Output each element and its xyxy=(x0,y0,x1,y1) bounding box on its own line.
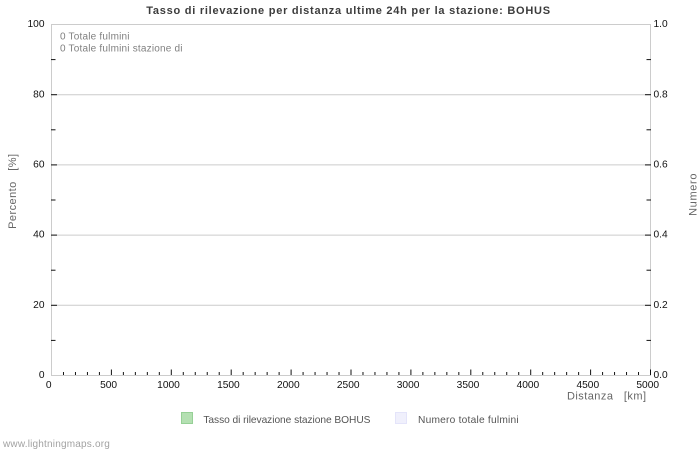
svg-text:3000: 3000 xyxy=(397,380,420,391)
svg-text:0.0: 0.0 xyxy=(654,370,668,381)
svg-text:0.2: 0.2 xyxy=(654,300,668,311)
svg-text:Tasso di rilevazione stazione: Tasso di rilevazione stazione BOHUS xyxy=(203,415,370,426)
svg-text:0.6: 0.6 xyxy=(654,160,668,171)
svg-text:Distanza [km]: Distanza [km] xyxy=(567,391,647,403)
svg-text:0.4: 0.4 xyxy=(654,230,668,241)
svg-text:100: 100 xyxy=(28,19,45,30)
svg-text:60: 60 xyxy=(33,160,45,171)
svg-text:4500: 4500 xyxy=(576,380,599,391)
svg-text:500: 500 xyxy=(100,380,117,391)
svg-text:4000: 4000 xyxy=(517,380,540,391)
svg-text:Numero: Numero xyxy=(688,173,700,216)
svg-text:0: 0 xyxy=(39,370,45,381)
svg-text:2000: 2000 xyxy=(277,380,300,391)
svg-text:Percento [%]: Percento [%] xyxy=(7,154,19,229)
svg-text:0 Totale fulmini: 0 Totale fulmini xyxy=(60,31,130,42)
svg-text:80: 80 xyxy=(33,89,45,100)
svg-text:3500: 3500 xyxy=(457,380,480,391)
svg-text:1.0: 1.0 xyxy=(654,19,668,30)
svg-text:2500: 2500 xyxy=(337,380,360,391)
svg-text:1000: 1000 xyxy=(157,380,180,391)
svg-text:1500: 1500 xyxy=(217,380,240,391)
svg-text:www.lightningmaps.org: www.lightningmaps.org xyxy=(2,439,110,450)
svg-text:0: 0 xyxy=(46,380,52,391)
svg-text:5000: 5000 xyxy=(636,380,659,391)
svg-text:40: 40 xyxy=(33,230,45,241)
svg-text:Tasso di rilevazione per dista: Tasso di rilevazione per distanza ultime… xyxy=(146,5,551,17)
svg-text:0.8: 0.8 xyxy=(654,89,668,100)
svg-text:20: 20 xyxy=(33,300,45,311)
svg-text:0 Totale fulmini stazione di: 0 Totale fulmini stazione di xyxy=(60,44,183,55)
svg-text:Numero totale fulmini: Numero totale fulmini xyxy=(418,415,519,426)
